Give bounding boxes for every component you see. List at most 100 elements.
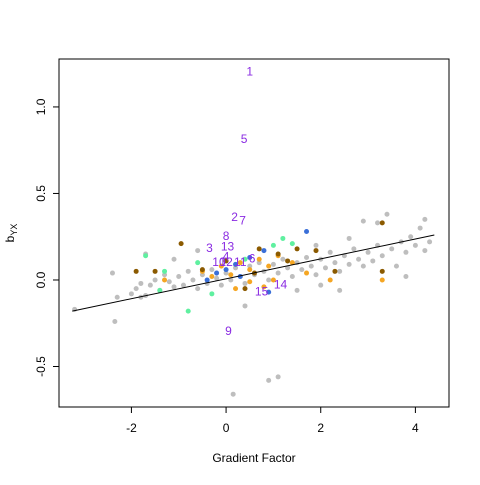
point bbox=[403, 274, 409, 280]
point bbox=[285, 265, 291, 271]
x-tick-label: 4 bbox=[412, 421, 419, 435]
point bbox=[337, 268, 343, 274]
point bbox=[379, 253, 385, 259]
point bbox=[214, 275, 220, 281]
point-label: 11 bbox=[234, 255, 247, 269]
point bbox=[375, 220, 381, 226]
point bbox=[152, 268, 158, 274]
point bbox=[346, 261, 352, 267]
point-label: 5 bbox=[241, 132, 248, 146]
point bbox=[199, 267, 205, 273]
point-label: 6 bbox=[249, 251, 256, 265]
point bbox=[266, 263, 272, 269]
fit-line bbox=[72, 234, 435, 312]
point bbox=[209, 274, 215, 280]
point bbox=[304, 229, 310, 235]
point bbox=[280, 256, 286, 262]
point bbox=[218, 263, 224, 269]
point bbox=[270, 242, 276, 248]
point bbox=[408, 234, 414, 240]
point bbox=[308, 263, 314, 269]
point bbox=[109, 270, 115, 276]
point bbox=[370, 258, 376, 264]
x-axis-label: Gradient Factor bbox=[212, 451, 295, 465]
point bbox=[356, 256, 362, 262]
point bbox=[422, 216, 428, 222]
point bbox=[332, 260, 338, 266]
point bbox=[270, 261, 276, 267]
point-label: 14 bbox=[274, 277, 288, 291]
point bbox=[289, 241, 295, 247]
point bbox=[178, 241, 184, 247]
point bbox=[185, 308, 191, 314]
point bbox=[270, 277, 276, 283]
point bbox=[299, 267, 305, 273]
plot-frame bbox=[58, 58, 450, 408]
point bbox=[379, 268, 385, 274]
point bbox=[360, 263, 366, 269]
point-label: 15 bbox=[255, 284, 269, 298]
point-label: 3 bbox=[206, 241, 213, 255]
point bbox=[304, 270, 310, 276]
point-label: 8 bbox=[223, 229, 230, 243]
point bbox=[393, 263, 399, 269]
point bbox=[275, 270, 281, 276]
point bbox=[266, 377, 272, 383]
point-label: 9 bbox=[225, 324, 232, 338]
point bbox=[138, 280, 144, 286]
point bbox=[195, 260, 201, 266]
point bbox=[294, 246, 300, 252]
point bbox=[422, 248, 428, 254]
point bbox=[152, 277, 158, 283]
point bbox=[384, 211, 390, 217]
point bbox=[389, 246, 395, 252]
x-tick-label: 0 bbox=[223, 421, 230, 435]
point-label: 7 bbox=[239, 213, 246, 227]
point bbox=[261, 248, 267, 254]
point bbox=[289, 260, 295, 266]
point bbox=[304, 254, 310, 260]
point bbox=[412, 242, 418, 248]
point bbox=[166, 279, 172, 285]
point bbox=[285, 258, 291, 264]
point bbox=[147, 282, 153, 288]
point bbox=[143, 253, 149, 259]
point bbox=[280, 235, 286, 241]
point bbox=[190, 277, 196, 283]
point bbox=[162, 272, 168, 278]
point bbox=[313, 242, 319, 248]
point bbox=[322, 265, 328, 271]
point bbox=[266, 277, 272, 283]
point bbox=[379, 277, 385, 283]
point bbox=[133, 268, 139, 274]
point bbox=[294, 287, 300, 293]
point bbox=[237, 260, 243, 266]
y-axis-label: bYX bbox=[3, 224, 19, 243]
point bbox=[247, 267, 253, 273]
point bbox=[199, 272, 205, 278]
point bbox=[195, 286, 201, 292]
x-tick-label: -2 bbox=[126, 421, 137, 435]
point bbox=[114, 294, 120, 300]
point-label: 12 bbox=[219, 255, 233, 269]
point bbox=[346, 235, 352, 241]
point bbox=[230, 391, 236, 397]
point bbox=[223, 270, 229, 276]
point bbox=[318, 282, 324, 288]
point bbox=[185, 268, 191, 274]
point bbox=[133, 286, 139, 292]
point bbox=[256, 246, 262, 252]
point bbox=[247, 279, 253, 285]
point bbox=[256, 256, 262, 262]
point bbox=[204, 277, 210, 283]
y-tick-label: -0.5 bbox=[34, 356, 48, 377]
point bbox=[209, 267, 215, 273]
point bbox=[176, 274, 182, 280]
point bbox=[360, 218, 366, 224]
point bbox=[128, 291, 134, 297]
point bbox=[275, 251, 281, 257]
point bbox=[223, 258, 229, 264]
point bbox=[242, 303, 248, 309]
